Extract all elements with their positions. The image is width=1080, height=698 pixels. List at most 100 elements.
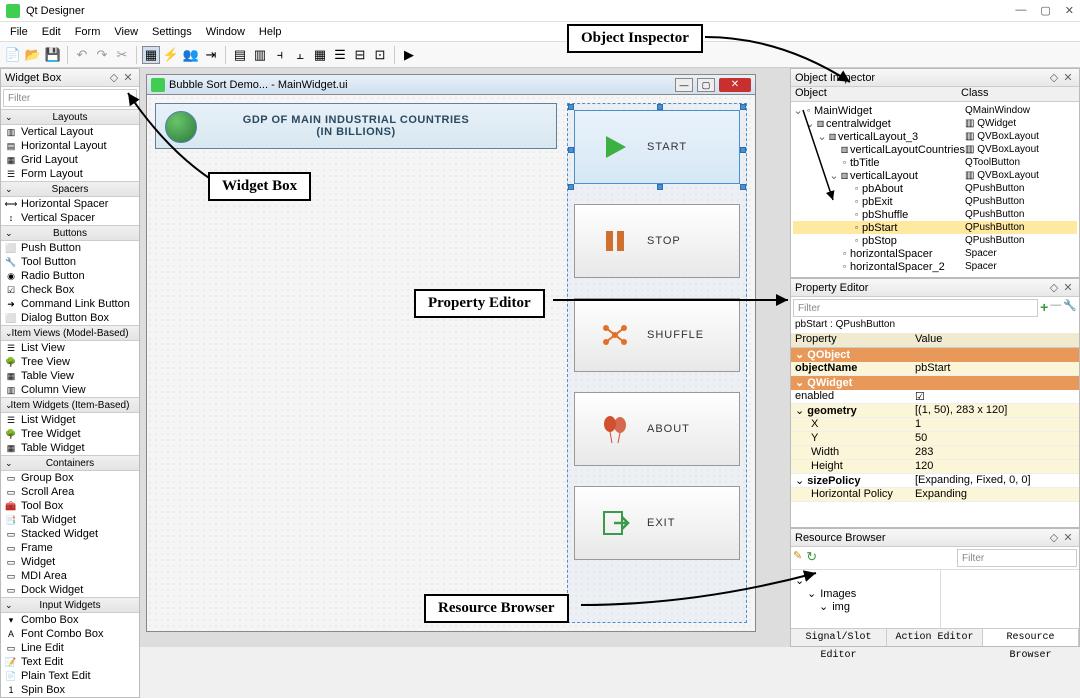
form-window[interactable]: Bubble Sort Demo... - MainWidget.ui — ▢ … — [146, 74, 756, 632]
redo-icon[interactable]: ↷ — [93, 46, 111, 64]
widget-grid-layout[interactable]: ▦Grid Layout — [1, 153, 139, 167]
widget-scroll-area[interactable]: ▭Scroll Area — [1, 485, 139, 499]
widget-stacked-widget[interactable]: ▭Stacked Widget — [1, 527, 139, 541]
max-button[interactable]: ▢ — [1040, 4, 1050, 17]
widget-line-edit[interactable]: ▭Line Edit — [1, 641, 139, 655]
menu-help[interactable]: Help — [253, 24, 288, 40]
widget-column-view[interactable]: ▥Column View — [1, 383, 139, 397]
widget-dialog-button-box[interactable]: ⬜Dialog Button Box — [1, 311, 139, 325]
close-button[interactable]: ✕ — [1065, 4, 1074, 17]
close-panel-icon[interactable]: ✕ — [1061, 71, 1075, 84]
widget-list-widget[interactable]: ☰List Widget — [1, 413, 139, 427]
widget-horizontal-layout[interactable]: ▤Horizontal Layout — [1, 139, 139, 153]
section-spacers[interactable]: Spacers — [1, 181, 139, 197]
col-value[interactable]: Value — [911, 333, 1079, 347]
tree-row-pbStop[interactable]: ▫pbStopQPushButton — [793, 234, 1077, 247]
prop-enabled[interactable]: enabled☑ — [791, 390, 1079, 404]
section-input-widgets[interactable]: Input Widgets — [1, 597, 139, 613]
section-buttons[interactable]: Buttons — [1, 225, 139, 241]
grid-icon[interactable]: ▦ — [311, 46, 329, 64]
prop-Width[interactable]: Width283 — [791, 446, 1079, 460]
widget-vertical-spacer[interactable]: ↕Vertical Spacer — [1, 211, 139, 225]
edit-signals-icon[interactable]: ⚡ — [162, 46, 180, 64]
widget-tool-button[interactable]: 🔧Tool Button — [1, 255, 139, 269]
prop-X[interactable]: X1 — [791, 418, 1079, 432]
widget-table-widget[interactable]: ▦Table Widget — [1, 441, 139, 455]
prop-sizePolicy[interactable]: ⌄ sizePolicy[Expanding, Fixed, 0, 0] — [791, 474, 1079, 488]
start-button[interactable]: START — [574, 110, 740, 184]
undock-icon[interactable]: ◇ — [1047, 71, 1061, 84]
widget-combo-box[interactable]: ▾Combo Box — [1, 613, 139, 627]
undock-icon[interactable]: ◇ — [1047, 281, 1061, 294]
tab-signal-slot-editor[interactable]: Signal/Slot Editor — [791, 629, 887, 646]
widget-vertical-layout[interactable]: ▥Vertical Layout — [1, 125, 139, 139]
prop-Y[interactable]: Y50 — [791, 432, 1079, 446]
new-icon[interactable]: 📄 — [4, 46, 22, 64]
widget-font-combo-box[interactable]: AFont Combo Box — [1, 627, 139, 641]
widget-tree-view[interactable]: 🌳Tree View — [1, 355, 139, 369]
section-item-widgets-item-based-[interactable]: Item Widgets (Item-Based) — [1, 397, 139, 413]
prop-geometry[interactable]: ⌄ geometry[(1, 50), 283 x 120] — [791, 404, 1079, 418]
undock-icon[interactable]: ◇ — [107, 71, 121, 84]
widget-table-view[interactable]: ▦Table View — [1, 369, 139, 383]
preview-icon[interactable]: ▶ — [400, 46, 418, 64]
tree-row-pbStart[interactable]: ▫pbStartQPushButton — [793, 221, 1077, 234]
col-class[interactable]: Class — [961, 87, 989, 101]
save-icon[interactable]: 💾 — [44, 46, 62, 64]
undock-icon[interactable]: ◇ — [1047, 531, 1061, 544]
widget-widget[interactable]: ▭Widget — [1, 555, 139, 569]
resource-filter[interactable]: Filter — [957, 549, 1077, 567]
widget-group-box[interactable]: ▭Group Box — [1, 471, 139, 485]
widget-spin-box[interactable]: 1Spin Box — [1, 683, 139, 697]
prop-cat-QWidget[interactable]: ⌄ QWidget — [791, 376, 1079, 390]
widget-tree-widget[interactable]: 🌳Tree Widget — [1, 427, 139, 441]
menu-view[interactable]: View — [108, 24, 144, 40]
widget-tool-box[interactable]: 🧰Tool Box — [1, 499, 139, 513]
widget-mdi-area[interactable]: ▭MDI Area — [1, 569, 139, 583]
widget-plain-text-edit[interactable]: 📄Plain Text Edit — [1, 669, 139, 683]
hsplit-icon[interactable]: ⫞ — [271, 46, 289, 64]
vsplit-icon[interactable]: ⫠ — [291, 46, 309, 64]
form-min-icon[interactable]: — — [675, 78, 693, 92]
edit-buddies-icon[interactable]: 👥 — [182, 46, 200, 64]
menu-window[interactable]: Window — [200, 24, 251, 40]
edit-widgets-icon[interactable]: ▦ — [142, 46, 160, 64]
vertical-layout[interactable]: STARTSTOPSHUFFLEABOUTEXIT — [567, 103, 747, 623]
col-property[interactable]: Property — [791, 333, 911, 347]
about-button[interactable]: ABOUT — [574, 392, 740, 466]
close-panel-icon[interactable]: ✕ — [121, 71, 135, 84]
property-filter[interactable]: Filter — [793, 299, 1038, 317]
design-canvas[interactable]: Bubble Sort Demo... - MainWidget.ui — ▢ … — [140, 68, 790, 647]
menu-edit[interactable]: Edit — [36, 24, 67, 40]
widget-push-button[interactable]: ⬜Push Button — [1, 241, 139, 255]
hlayout-icon[interactable]: ▤ — [231, 46, 249, 64]
widget-radio-button[interactable]: ◉Radio Button — [1, 269, 139, 283]
tree-row-pbShuffle[interactable]: ▫pbShuffleQPushButton — [793, 208, 1077, 221]
add-prop-icon[interactable]: + — [1040, 299, 1048, 317]
section-layouts[interactable]: Layouts — [1, 109, 139, 125]
stop-button[interactable]: STOP — [574, 204, 740, 278]
prop-Height[interactable]: Height120 — [791, 460, 1079, 474]
tree-row-horizontalSpacer[interactable]: ▫horizontalSpacerSpacer — [793, 247, 1077, 260]
section-containers[interactable]: Containers — [1, 455, 139, 471]
undo-icon[interactable]: ↶ — [73, 46, 91, 64]
config-icon[interactable]: 🔧 — [1063, 299, 1077, 317]
vlayout-icon[interactable]: ▥ — [251, 46, 269, 64]
section-item-views-model-based-[interactable]: Item Views (Model-Based) — [1, 325, 139, 341]
remove-prop-icon[interactable]: — — [1050, 299, 1061, 317]
open-icon[interactable]: 📂 — [24, 46, 42, 64]
widget-check-box[interactable]: ☑Check Box — [1, 283, 139, 297]
tab-resource-browser[interactable]: Resource Browser — [983, 629, 1079, 646]
widget-list-view[interactable]: ☰List View — [1, 341, 139, 355]
tab-action-editor[interactable]: Action Editor — [887, 629, 983, 646]
menubar[interactable]: FileEditFormViewSettingsWindowHelp — [0, 22, 1080, 42]
prop-cat-QObject[interactable]: ⌄ QObject — [791, 348, 1079, 362]
main-toolbar[interactable]: 📄 📂 💾 ↶ ↷ ✂ ▦ ⚡ 👥 ⇥ ▤ ▥ ⫞ ⫠ ▦ ☰ ⊟ ⊡ ▶ — [0, 42, 1080, 68]
edit-tab-icon[interactable]: ⇥ — [202, 46, 220, 64]
menu-form[interactable]: Form — [69, 24, 107, 40]
widget-form-layout[interactable]: ☰Form Layout — [1, 167, 139, 181]
exit-button[interactable]: EXIT — [574, 486, 740, 560]
widget-dock-widget[interactable]: ▭Dock Widget — [1, 583, 139, 597]
close-panel-icon[interactable]: ✕ — [1061, 281, 1075, 294]
widget-command-link-button[interactable]: ➜Command Link Button — [1, 297, 139, 311]
